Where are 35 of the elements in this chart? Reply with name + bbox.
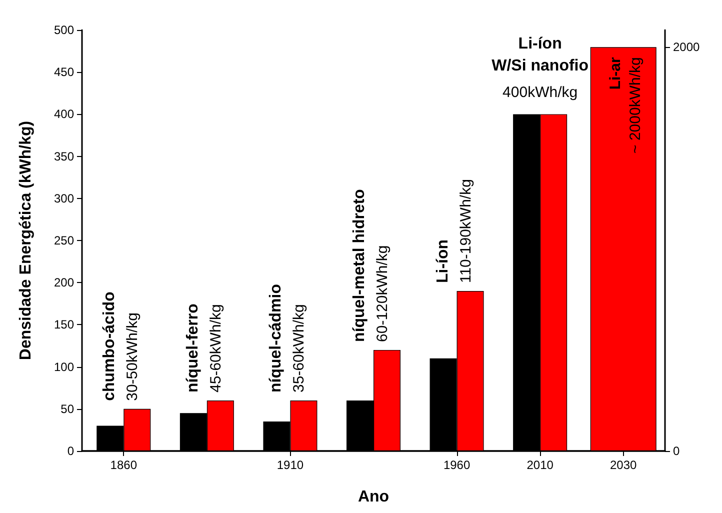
y-tick-label: 0 xyxy=(67,444,74,458)
annotation: Li-ar xyxy=(606,57,624,90)
y-tick-label: 200 xyxy=(54,276,74,290)
annotation: chumbo-ácido xyxy=(101,291,118,401)
x-tick-label: 1910 xyxy=(276,458,304,472)
y-tick-label: 100 xyxy=(54,360,74,374)
y-tick-label: 400 xyxy=(54,107,74,122)
annotation: 60-120kWh/kg xyxy=(374,245,391,342)
y-tick-label: 350 xyxy=(54,149,74,164)
annotation: níquel-ferro xyxy=(184,303,202,392)
x-tick-label: 2030 xyxy=(610,458,638,472)
annotation: ~ 2000kWh/kg xyxy=(626,57,644,154)
y-tick-label: 450 xyxy=(54,65,74,80)
y2-tick-label: 2000 xyxy=(673,40,700,54)
annotation: 35-60kWh/kg xyxy=(290,304,308,392)
annotation: 30-50kWh/kg xyxy=(124,312,142,401)
x-tick-label: 1860 xyxy=(110,458,138,472)
annotation: Li-íon xyxy=(518,36,562,53)
y-axis-title: Densidade Energética (kWh/kg) xyxy=(18,120,34,360)
x-axis-title: Ano xyxy=(358,488,390,506)
y-tick-label: 500 xyxy=(54,23,74,37)
annotation: Li-íon xyxy=(434,239,452,284)
y-tick-label: 150 xyxy=(54,318,74,332)
annotation: níquel-cádmio xyxy=(268,284,285,392)
y-tick-label: 250 xyxy=(54,234,74,248)
x-tick-label: 2010 xyxy=(526,458,554,472)
y-tick-label: 50 xyxy=(60,402,74,416)
x-tick-label: 1960 xyxy=(443,458,470,472)
annotation: níquel-metal hidreto xyxy=(351,188,368,342)
y2-tick-label: 0 xyxy=(673,444,680,458)
annotation: 45-60kWh/kg xyxy=(207,304,224,392)
y-tick-label: 300 xyxy=(54,191,74,206)
annotation: 110-190kWh/kg xyxy=(457,179,474,284)
annotation: 400kWh/kg xyxy=(502,84,578,102)
annotation: W/Si nanofio xyxy=(492,58,589,75)
